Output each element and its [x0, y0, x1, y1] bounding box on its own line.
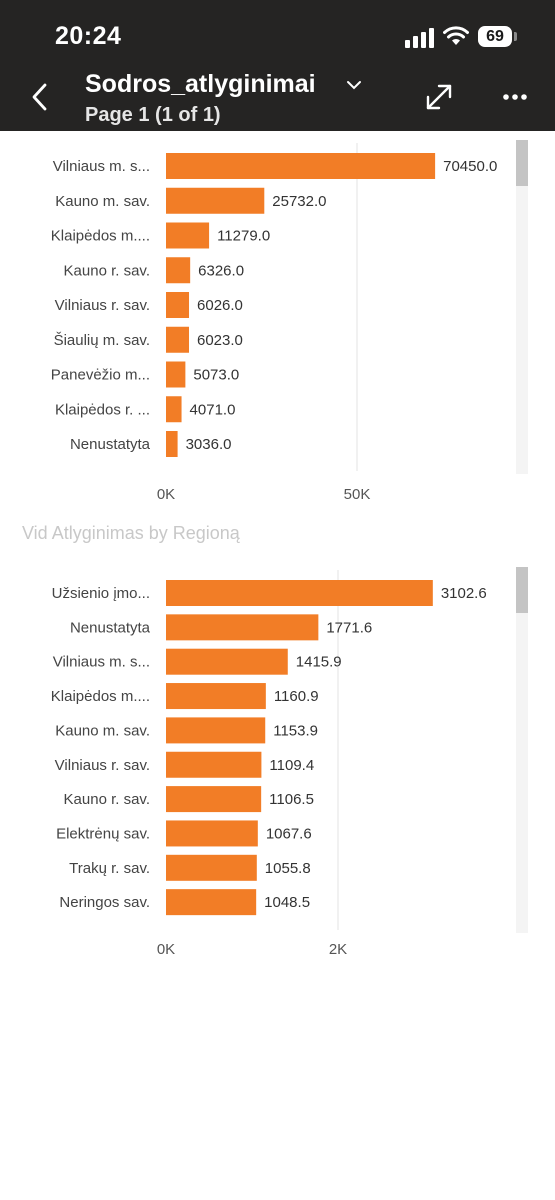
value-label: 3036.0	[186, 436, 232, 453]
category-label: Neringos sav.	[59, 894, 150, 911]
bar[interactable]	[166, 292, 190, 318]
x-tick-label: 0K	[157, 486, 175, 503]
value-label: 6023.0	[197, 332, 243, 349]
value-label: 3102.6	[441, 585, 487, 602]
bar-chart-1: 0K 50K Vilniaus m. s... 70450.0 Kauno m. sav…	[51, 140, 528, 503]
value-label: 5073.0	[193, 367, 239, 384]
chart-2-title: Vid Atlyginimas by Regioną	[22, 523, 240, 543]
bar[interactable]	[166, 361, 186, 388]
bar[interactable]	[166, 326, 190, 353]
value-label: 1415.9	[296, 654, 342, 671]
page-indicator: Page 1 (1 of 1)	[85, 104, 221, 126]
value-label: 1106.5	[269, 791, 314, 808]
category-label: Vilniaus r. sav.	[55, 757, 150, 774]
scrollbar-thumb[interactable]	[516, 567, 528, 613]
bar[interactable]	[166, 153, 436, 179]
bar-chart-2: 0K 2K Užsienio įmo... 3102.6 Nenustatyta 1771…	[51, 567, 528, 958]
scrollbar-track[interactable]	[516, 567, 528, 933]
more-icon[interactable]	[502, 93, 528, 101]
chevron-down-icon[interactable]	[345, 78, 363, 92]
category-label: Šiaulių m. sav.	[54, 332, 150, 349]
battery-icon: 69	[478, 26, 512, 47]
category-label: Užsienio įmo...	[52, 585, 150, 602]
category-label: Kauno r. sav.	[64, 262, 150, 279]
back-icon[interactable]	[28, 82, 52, 112]
bar[interactable]	[166, 396, 182, 423]
category-label: Vilniaus m. s...	[53, 654, 150, 671]
bar[interactable]	[166, 751, 262, 778]
bar[interactable]	[166, 614, 319, 641]
bar[interactable]	[166, 786, 262, 813]
category-label: Kauno m. sav.	[55, 722, 150, 739]
category-label: Klaipėdos m....	[51, 228, 150, 245]
wifi-icon	[443, 26, 469, 45]
bar[interactable]	[166, 222, 210, 249]
bar[interactable]	[166, 257, 191, 284]
category-label: Klaipėdos m....	[51, 688, 150, 705]
scrollbar-thumb[interactable]	[516, 140, 528, 186]
value-label: 1109.4	[269, 757, 314, 774]
category-label: Panevėžio m...	[51, 367, 150, 384]
value-label: 6026.0	[197, 297, 243, 314]
value-label: 25732.0	[272, 193, 326, 210]
bar[interactable]	[166, 854, 257, 881]
value-label: 1048.5	[264, 894, 310, 911]
category-label: Trakų r. sav.	[69, 860, 150, 877]
x-tick-label: 2K	[329, 941, 347, 958]
expand-icon[interactable]	[424, 82, 454, 112]
value-label: 1067.6	[266, 825, 312, 842]
value-label: 11279.0	[217, 228, 270, 245]
value-label: 4071.0	[190, 401, 236, 418]
bar[interactable]	[166, 717, 266, 744]
category-label: Vilniaus m. s...	[53, 158, 150, 175]
value-label: 1771.6	[326, 619, 372, 636]
battery-nub	[514, 32, 517, 41]
value-label: 1160.9	[274, 688, 319, 705]
category-label: Vilniaus r. sav.	[55, 297, 150, 314]
app-header: 20:24 69 Sodros_atlyginimai Page 1 (1 of…	[0, 0, 555, 131]
category-label: Kauno m. sav.	[55, 193, 150, 210]
x-tick-label: 0K	[157, 941, 175, 958]
category-label: Elektrėnų sav.	[56, 825, 150, 842]
category-label: Klaipėdos r. ...	[55, 401, 150, 418]
report-title[interactable]: Sodros_atlyginimai	[85, 70, 316, 98]
bar[interactable]	[166, 683, 266, 710]
bar[interactable]	[166, 648, 288, 675]
value-label: 6326.0	[198, 262, 244, 279]
value-label: 1055.8	[265, 860, 311, 877]
bar[interactable]	[166, 580, 433, 606]
bar[interactable]	[166, 431, 178, 457]
x-tick-label: 50K	[344, 486, 371, 503]
bar[interactable]	[166, 820, 258, 847]
category-label: Kauno r. sav.	[64, 791, 150, 808]
status-time: 20:24	[55, 22, 122, 50]
value-label: 1153.9	[273, 722, 318, 739]
category-label: Nenustatyta	[70, 436, 151, 453]
bar[interactable]	[166, 889, 257, 916]
bar[interactable]	[166, 187, 265, 214]
category-label: Nenustatyta	[70, 619, 151, 636]
value-label: 70450.0	[443, 158, 497, 175]
scrollbar-track[interactable]	[516, 140, 528, 474]
cellular-signal-icon	[405, 28, 434, 48]
